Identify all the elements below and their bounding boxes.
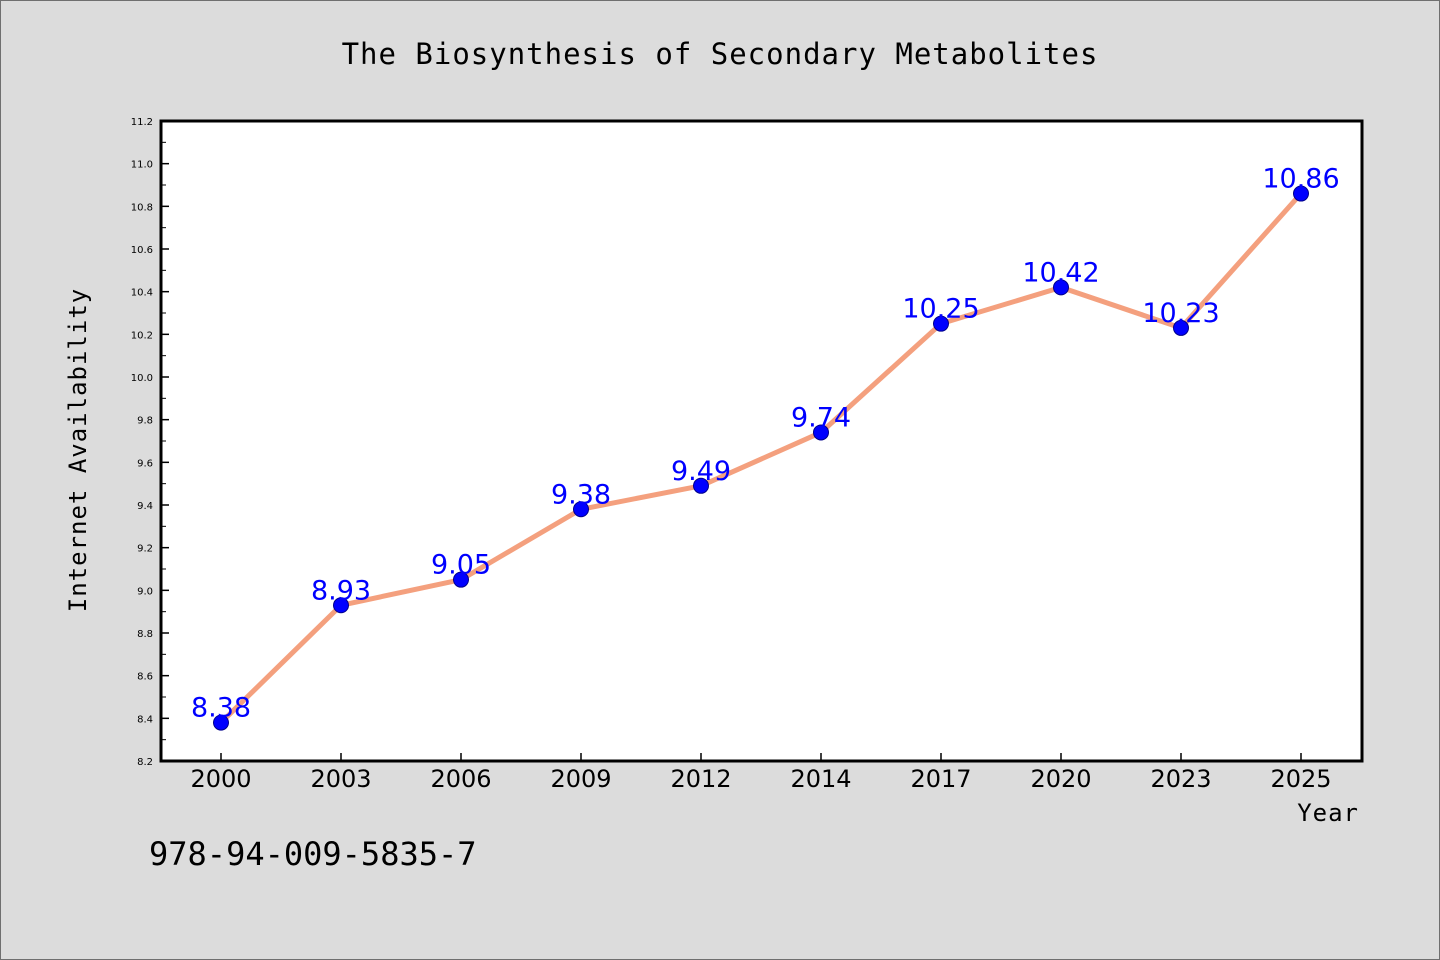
y-tick-label: 9.4 — [137, 501, 153, 512]
data-point — [1293, 185, 1309, 202]
x-tick-label: 2020 — [1030, 765, 1091, 793]
data-label: 8.93 — [311, 575, 371, 606]
y-tick-label: 10.4 — [131, 288, 153, 299]
y-tick-label: 11.2 — [131, 117, 153, 128]
data-point — [213, 714, 229, 731]
plot-area — [159, 119, 1364, 763]
data-label: 9.05 — [431, 550, 491, 581]
x-tick-label: 2017 — [910, 765, 971, 793]
data-label: 9.38 — [551, 479, 611, 510]
data-point — [573, 501, 589, 518]
data-point — [693, 477, 709, 494]
x-tick-label: 2014 — [790, 765, 851, 793]
data-label: 9.74 — [791, 402, 851, 433]
data-label: 10.42 — [1022, 257, 1099, 288]
series-markers — [213, 185, 1309, 731]
data-point — [933, 315, 949, 332]
data-label: 10.25 — [902, 294, 979, 325]
y-axis-label: Internet Availability — [64, 288, 92, 612]
y-tick-label: 11.0 — [131, 160, 153, 171]
data-label: 9.49 — [671, 456, 731, 487]
series-line — [218, 191, 1304, 726]
chart-title: The Biosynthesis of Secondary Metabolite… — [342, 37, 1099, 71]
x-tick-label: 2023 — [1150, 765, 1211, 793]
data-point — [813, 424, 829, 441]
y-tick-label: 10.6 — [131, 245, 153, 256]
x-axis: 2000 2003 2006 2009 2012 2014 2017 2020 2023 2025 — [190, 753, 1332, 793]
x-tick-label: 2025 — [1270, 765, 1331, 793]
x-tick-label: 2006 — [430, 765, 491, 793]
x-tick-label: 2009 — [550, 765, 611, 793]
y-tick-label: 9.6 — [137, 458, 153, 469]
data-label: 10.86 — [1262, 164, 1339, 195]
y-tick-label: 10.2 — [131, 330, 153, 341]
y-tick-label: 10.0 — [131, 373, 153, 384]
data-label: 10.23 — [1142, 298, 1219, 329]
data-label: 8.38 — [191, 693, 251, 724]
y-tick-label: 9.0 — [137, 586, 153, 597]
y-tick-label: 8.4 — [137, 714, 153, 725]
data-labels: 8.38 8.93 9.05 9.38 9.49 9.74 10.25 10.42 10.23 1… — [191, 164, 1340, 724]
x-tick-label: 2012 — [670, 765, 731, 793]
y-tick-label: 9.2 — [137, 544, 153, 555]
y-tick-label: 9.8 — [137, 416, 153, 427]
x-axis-label: Year — [1297, 799, 1359, 827]
y-tick-label: 8.2 — [137, 757, 153, 768]
y-tick-label: 10.8 — [131, 202, 153, 213]
data-point — [1053, 279, 1069, 296]
y-tick-label: 8.6 — [137, 672, 153, 683]
y-tick-label: 8.8 — [137, 629, 153, 640]
y-axis: 8.2 8.4 8.6 8.8 9.0 9.2 9.4 9.6 9.8 10.0 10.2 10.4 1… — [131, 117, 169, 768]
x-tick-label: 2003 — [310, 765, 371, 793]
data-point — [453, 571, 469, 588]
data-point — [333, 597, 349, 614]
data-point — [1173, 319, 1189, 336]
x-tick-label: 2000 — [190, 765, 251, 793]
isbn-annotation: 978-94-009-5835-7 — [149, 835, 477, 873]
